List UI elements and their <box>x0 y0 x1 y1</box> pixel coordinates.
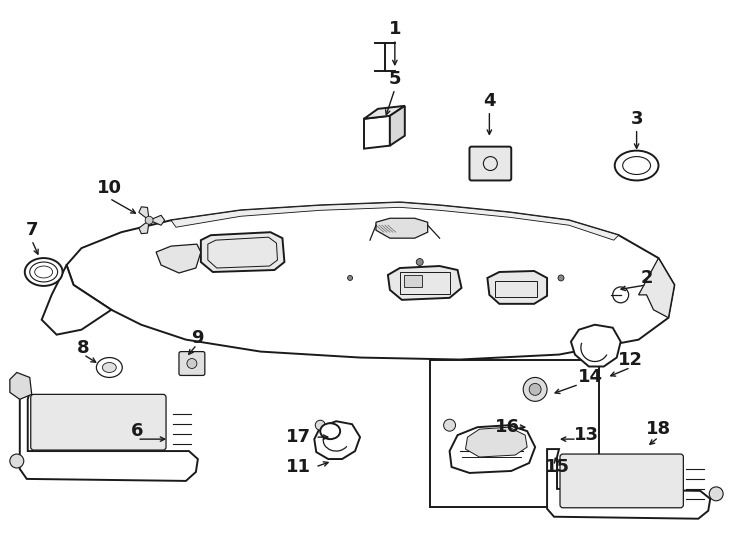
Circle shape <box>348 275 352 280</box>
Polygon shape <box>487 271 547 304</box>
FancyBboxPatch shape <box>179 352 205 375</box>
Polygon shape <box>376 218 428 238</box>
Ellipse shape <box>96 357 123 377</box>
Polygon shape <box>20 389 198 481</box>
Text: 15: 15 <box>545 458 570 476</box>
Text: 4: 4 <box>483 92 495 110</box>
Bar <box>429 360 599 507</box>
Circle shape <box>187 359 197 368</box>
Text: 1: 1 <box>388 20 401 38</box>
Text: 14: 14 <box>578 368 603 387</box>
Circle shape <box>443 419 456 431</box>
Polygon shape <box>364 106 405 119</box>
Text: 12: 12 <box>618 350 643 368</box>
Text: 10: 10 <box>97 179 122 198</box>
Polygon shape <box>571 325 621 367</box>
Ellipse shape <box>102 362 116 373</box>
Bar <box>400 272 449 294</box>
Polygon shape <box>10 373 32 400</box>
FancyBboxPatch shape <box>31 394 166 450</box>
Circle shape <box>316 420 325 430</box>
Polygon shape <box>139 207 149 220</box>
Polygon shape <box>465 427 527 457</box>
Circle shape <box>558 275 564 281</box>
Polygon shape <box>314 421 360 459</box>
Polygon shape <box>201 232 285 272</box>
Text: 5: 5 <box>388 70 401 88</box>
Text: 3: 3 <box>631 110 643 128</box>
Text: 16: 16 <box>495 418 520 436</box>
FancyBboxPatch shape <box>470 147 512 180</box>
Polygon shape <box>388 266 462 300</box>
Text: 13: 13 <box>575 426 600 444</box>
Polygon shape <box>156 244 201 273</box>
Polygon shape <box>139 220 149 234</box>
Ellipse shape <box>614 151 658 180</box>
Text: 8: 8 <box>77 339 90 356</box>
Text: 7: 7 <box>26 221 38 239</box>
Circle shape <box>145 217 153 224</box>
Circle shape <box>416 259 424 266</box>
Bar <box>404 275 422 287</box>
Bar <box>495 281 537 297</box>
Polygon shape <box>364 116 390 148</box>
Text: 6: 6 <box>131 422 143 440</box>
Text: 2: 2 <box>640 269 653 287</box>
Circle shape <box>523 377 547 401</box>
Ellipse shape <box>320 423 340 439</box>
Polygon shape <box>42 265 112 335</box>
Text: 18: 18 <box>646 420 671 438</box>
FancyBboxPatch shape <box>560 454 683 508</box>
Text: 11: 11 <box>286 458 311 476</box>
Ellipse shape <box>25 258 62 286</box>
Circle shape <box>613 287 628 303</box>
Polygon shape <box>390 106 405 146</box>
Polygon shape <box>449 425 535 473</box>
Polygon shape <box>67 202 675 360</box>
Polygon shape <box>171 202 619 240</box>
Circle shape <box>709 487 723 501</box>
Polygon shape <box>149 215 164 225</box>
Circle shape <box>10 454 23 468</box>
Text: 9: 9 <box>191 329 203 347</box>
Circle shape <box>529 383 541 395</box>
Polygon shape <box>639 258 675 318</box>
Text: 17: 17 <box>286 428 311 446</box>
Polygon shape <box>547 449 711 519</box>
